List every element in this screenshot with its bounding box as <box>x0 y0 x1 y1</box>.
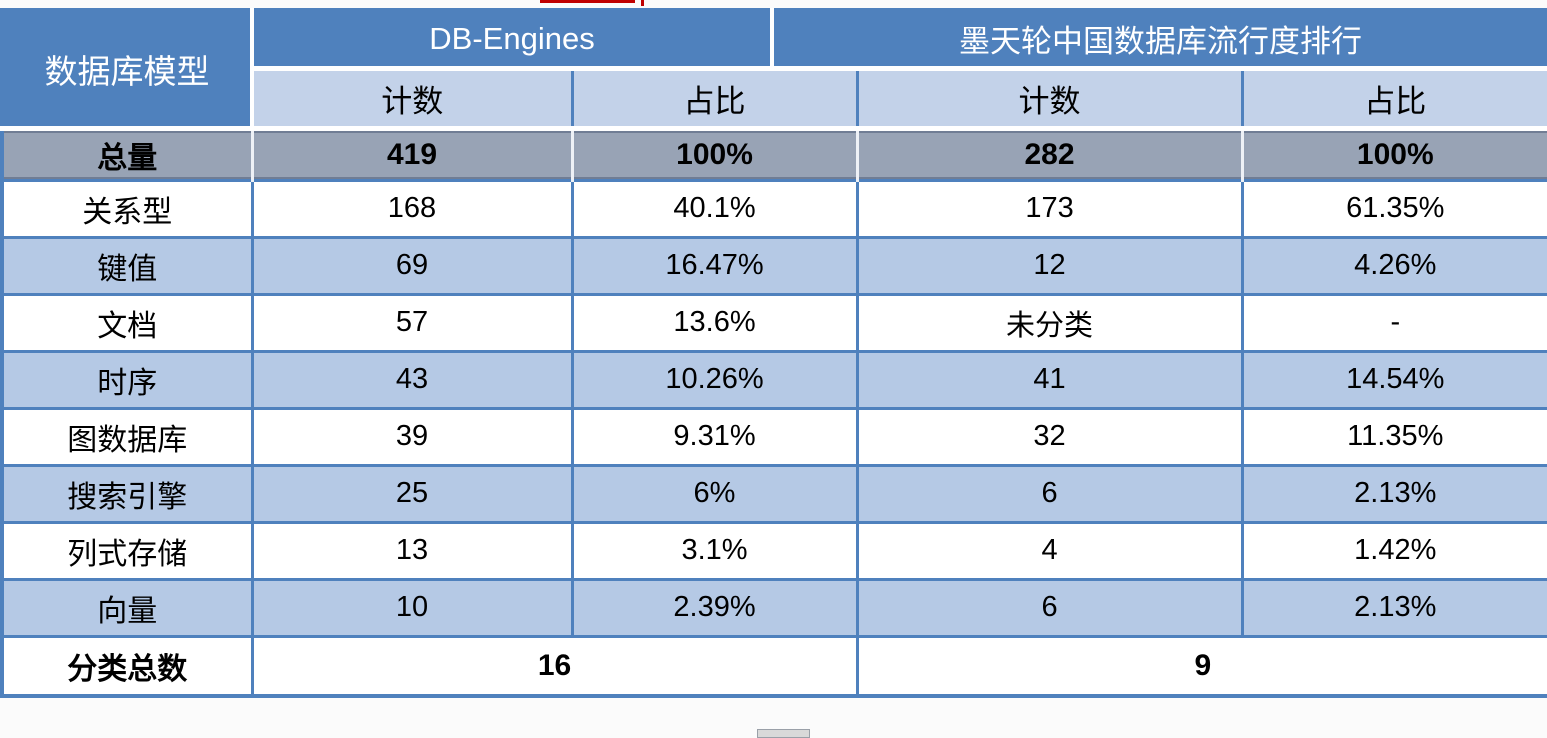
cell-db-share: 13.6% <box>570 292 858 351</box>
table-row: 列式存储 13 3.1% 4 1.42% <box>2 520 1547 579</box>
cell-modb-share: 1.42% <box>1240 520 1547 579</box>
cell-modb-share: 14.54% <box>1240 349 1547 408</box>
row-label: 向量 <box>2 577 252 636</box>
cell-db-share: 3.1% <box>570 520 858 579</box>
cell-db-count: 10 <box>250 577 572 636</box>
table-row: 搜索引擎 25 6% 6 2.13% <box>2 463 1547 522</box>
table-row: 向量 10 2.39% 6 2.13% <box>2 577 1547 636</box>
red-underline-tick-artifact <box>641 0 644 6</box>
row-label: 列式存储 <box>2 520 252 579</box>
cell-modb-share: 11.35% <box>1240 406 1547 465</box>
table-row: 文档 57 13.6% 未分类 - <box>2 292 1547 351</box>
corner-header-cell: 数据库模型 <box>2 10 254 128</box>
cell-modb-share: 2.13% <box>1240 463 1547 522</box>
row-label: 总量 <box>2 125 252 180</box>
cell-modb-count: 6 <box>855 577 1243 636</box>
cell-modb-category-total: 9 <box>855 634 1547 696</box>
table-resize-handle[interactable] <box>757 729 810 738</box>
cell-modb-count: 41 <box>855 349 1243 408</box>
cell-modb-share: - <box>1240 292 1547 351</box>
subheader-db-share: 占比 <box>570 68 858 128</box>
cell-modb-share: 100% <box>1240 125 1547 180</box>
table-row: 时序 43 10.26% 41 14.54% <box>2 349 1547 408</box>
table-row: 图数据库 39 9.31% 32 11.35% <box>2 406 1547 465</box>
group-header-db-engines: DB-Engines <box>252 10 775 71</box>
cell-db-count: 13 <box>250 520 572 579</box>
table-row-summary: 分类总数 16 9 <box>2 634 1547 696</box>
table-row-total: 总量 419 100% 282 100% <box>2 125 1547 180</box>
cell-db-count: 168 <box>250 178 572 237</box>
cell-db-count: 57 <box>250 292 572 351</box>
cell-modb-share: 4.26% <box>1240 235 1547 294</box>
cell-db-share: 40.1% <box>570 178 858 237</box>
header-row-groups: 数据库模型 DB-Engines 墨天轮中国数据库流行度排行 <box>2 10 1547 128</box>
cell-db-share: 16.47% <box>570 235 858 294</box>
table-row: 关系型 168 40.1% 173 61.35% <box>2 178 1547 237</box>
subheader-modb-share: 占比 <box>1240 68 1547 128</box>
subheader-db-count: 计数 <box>252 68 572 128</box>
header-row-subcolumns: 计数 占比 计数 占比 <box>2 68 1547 128</box>
row-label: 分类总数 <box>2 634 252 696</box>
database-model-comparison-table: 数据库模型 DB-Engines 墨天轮中国数据库流行度排行 计数 占比 计数 … <box>0 8 1547 698</box>
cell-modb-count: 4 <box>855 520 1243 579</box>
cell-db-category-total: 16 <box>250 634 858 696</box>
cell-modb-count: 282 <box>855 125 1243 180</box>
cell-modb-count: 173 <box>855 178 1243 237</box>
cell-modb-share: 2.13% <box>1240 577 1547 636</box>
cell-db-count: 25 <box>250 463 572 522</box>
cell-db-share: 100% <box>570 125 858 180</box>
row-label: 关系型 <box>2 178 252 237</box>
cell-db-count: 69 <box>250 235 572 294</box>
cell-db-count: 39 <box>250 406 572 465</box>
cell-modb-share: 61.35% <box>1240 178 1547 237</box>
red-underline-artifact <box>540 0 635 3</box>
row-label: 文档 <box>2 292 252 351</box>
cell-db-share: 10.26% <box>570 349 858 408</box>
cell-modb-count: 6 <box>855 463 1243 522</box>
cell-modb-count: 12 <box>855 235 1243 294</box>
table-row: 键值 69 16.47% 12 4.26% <box>2 235 1547 294</box>
cell-modb-count: 未分类 <box>855 292 1243 351</box>
group-header-modb: 墨天轮中国数据库流行度排行 <box>772 10 1547 71</box>
row-label: 键值 <box>2 235 252 294</box>
row-label: 图数据库 <box>2 406 252 465</box>
cell-db-count: 419 <box>250 125 572 180</box>
subheader-modb-count: 计数 <box>855 68 1243 128</box>
row-label: 时序 <box>2 349 252 408</box>
row-label: 搜索引擎 <box>2 463 252 522</box>
cell-modb-count: 32 <box>855 406 1243 465</box>
cell-db-share: 9.31% <box>570 406 858 465</box>
cell-db-count: 43 <box>250 349 572 408</box>
cell-db-share: 2.39% <box>570 577 858 636</box>
cell-db-share: 6% <box>570 463 858 522</box>
